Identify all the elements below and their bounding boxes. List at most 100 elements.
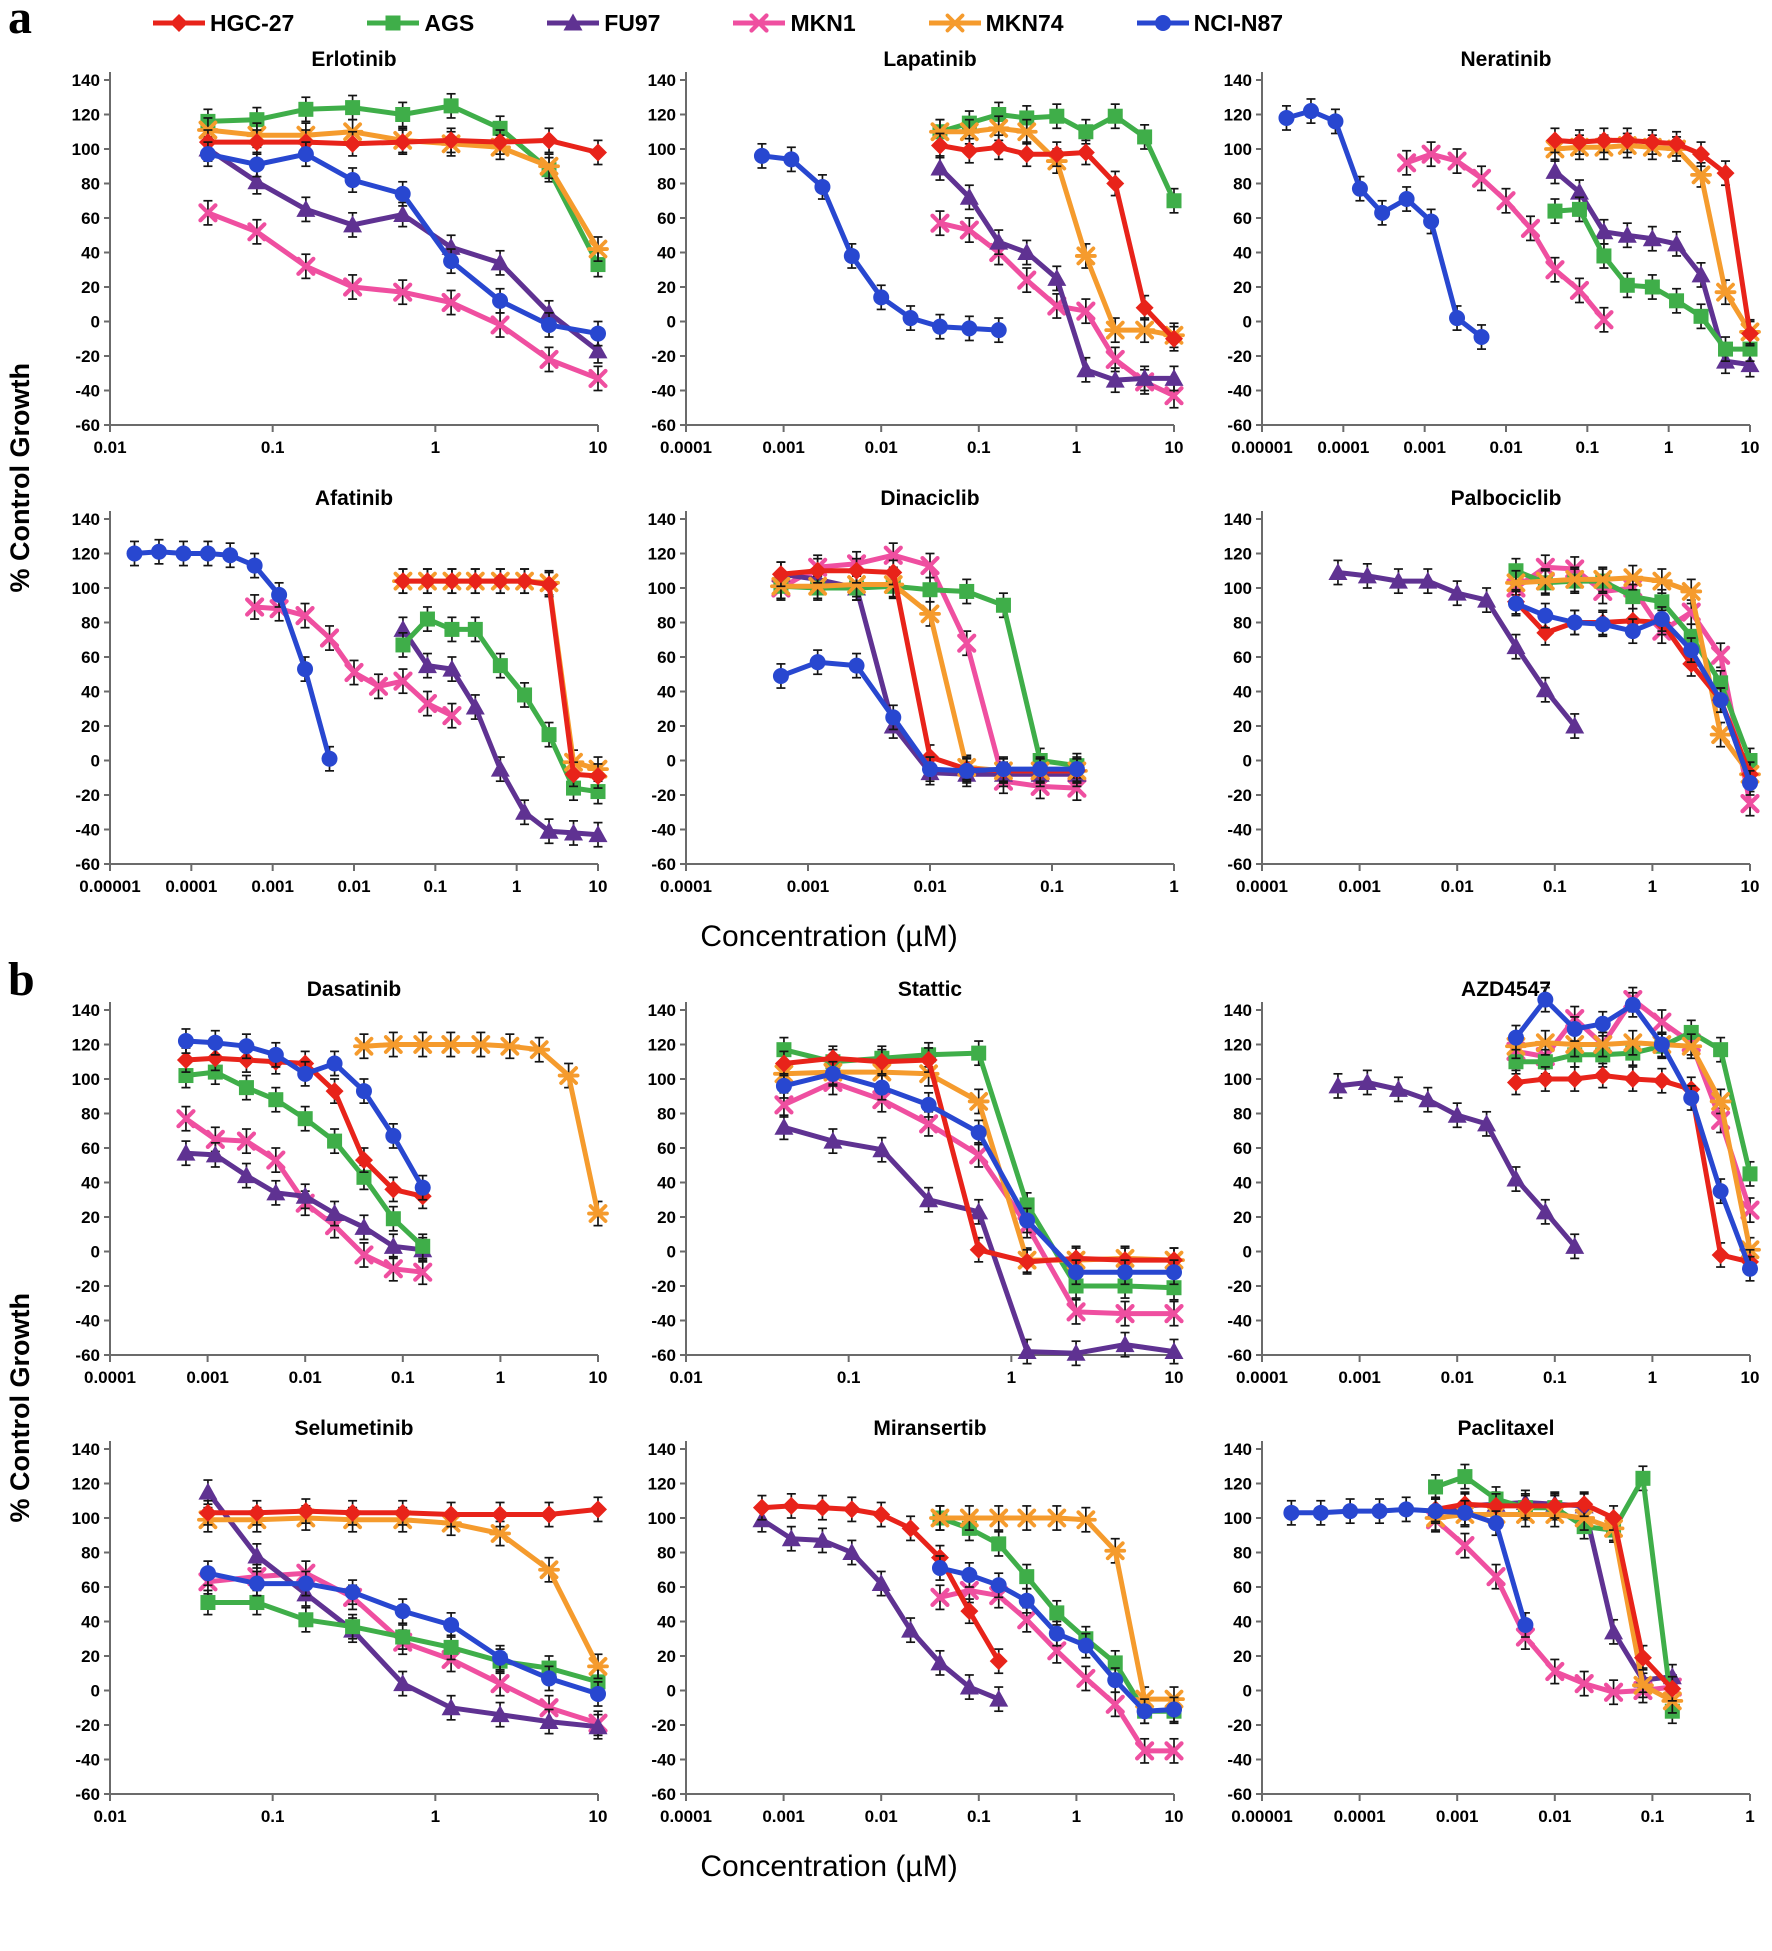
svg-text:20: 20: [1233, 278, 1252, 297]
series-ags: [178, 1059, 431, 1260]
series-nci-n87: [199, 141, 606, 347]
svg-text:0: 0: [1243, 1682, 1252, 1701]
svg-text:-60: -60: [75, 416, 100, 435]
svg-text:-40: -40: [1227, 382, 1252, 401]
svg-text:-20: -20: [75, 1716, 100, 1735]
series-hgc-27: [1545, 127, 1759, 347]
svg-text:0.01: 0.01: [1489, 438, 1522, 457]
svg-text:0.00001: 0.00001: [1231, 438, 1292, 457]
chart-lapatinib: Lapatinib 140 120 100 80 60 40 20 0 -20 -40 -60 0.00…: [648, 48, 1185, 457]
svg-text:0.1: 0.1: [424, 877, 448, 896]
svg-text:1: 1: [431, 438, 440, 457]
svg-text:0.1: 0.1: [967, 438, 991, 457]
legend-item-mkn1: MKN1: [730, 10, 856, 37]
svg-text:140: 140: [648, 1440, 676, 1459]
legend-label: NCI-N87: [1193, 9, 1284, 36]
svg-text:-40: -40: [75, 1751, 100, 1770]
svg-text:60: 60: [657, 209, 676, 228]
series-ags: [1547, 196, 1758, 363]
series-mkn1: [245, 594, 462, 729]
chart-erlotinib: Erlotinib 140 120 100 80 60 40 20 0 -20 -40 -60 0.01…: [72, 48, 609, 457]
svg-text:-40: -40: [651, 1751, 676, 1770]
legend-item-fu97: FU97: [544, 10, 660, 37]
chart-neratinib: Neratinib 140 120 100 80 60 40 20 0 -20 -40 -60 0.00…: [1224, 48, 1761, 457]
legend-item-nci-n87: NCI-N87: [1134, 10, 1283, 37]
svg-text:-20: -20: [1227, 1716, 1252, 1735]
svg-text:40: 40: [1233, 683, 1252, 702]
svg-text:0.1: 0.1: [261, 438, 285, 457]
svg-text:80: 80: [81, 1105, 100, 1124]
svg-text:40: 40: [657, 683, 676, 702]
svg-text:0.01: 0.01: [1441, 1368, 1474, 1387]
series-hgc-27: [198, 1496, 607, 1528]
svg-text:0.0001: 0.0001: [660, 1807, 712, 1826]
svg-text:-20: -20: [1227, 1277, 1252, 1296]
svg-text:140: 140: [1224, 1440, 1252, 1459]
svg-text:-40: -40: [651, 821, 676, 840]
chart-paclitaxel: Paclitaxel 140 120 100 80 60 40 20 0 -20 -40 -60 0.0…: [1224, 1417, 1755, 1826]
svg-text:140: 140: [1224, 510, 1252, 529]
svg-text:100: 100: [1224, 140, 1252, 159]
svg-text:0.1: 0.1: [967, 1807, 991, 1826]
y-axis-label-a: % Control Growth: [4, 363, 35, 593]
svg-text:Stattic: Stattic: [898, 978, 963, 1001]
svg-text:40: 40: [657, 244, 676, 263]
series-nci-n87: [126, 538, 338, 772]
svg-text:40: 40: [1233, 244, 1252, 263]
svg-text:60: 60: [657, 1139, 676, 1158]
svg-text:120: 120: [1224, 1036, 1252, 1055]
svg-text:140: 140: [72, 1001, 100, 1020]
svg-text:0: 0: [91, 1243, 100, 1262]
fu97-triangle-marker-icon: [547, 13, 600, 31]
svg-text:140: 140: [648, 510, 676, 529]
legend: HGC-27 AGS FU97 MKN1 MKN74 NCI-N87: [46, 0, 1772, 46]
series-nci-n87: [1283, 1496, 1534, 1638]
mkn74-asterisk-marker-icon: [928, 13, 981, 33]
svg-text:60: 60: [657, 648, 676, 667]
svg-text:0.1: 0.1: [261, 1807, 285, 1826]
series-nci-n87: [177, 1028, 431, 1201]
svg-text:-20: -20: [651, 1277, 676, 1296]
svg-text:40: 40: [81, 1174, 100, 1193]
svg-text:-60: -60: [75, 1346, 100, 1365]
svg-text:-20: -20: [651, 1716, 676, 1735]
svg-text:0.01: 0.01: [1441, 877, 1474, 896]
svg-text:20: 20: [657, 278, 676, 297]
svg-text:-60: -60: [651, 416, 676, 435]
svg-text:60: 60: [1233, 1578, 1252, 1597]
series-hgc-27: [1426, 1491, 1682, 1702]
svg-text:0: 0: [667, 752, 676, 771]
chart-azd4547: AZD4547 140 120 100 80 60 40 20 0 -20 -40 -60 0.0001…: [1224, 978, 1761, 1387]
svg-text:-60: -60: [75, 855, 100, 874]
svg-text:0.0001: 0.0001: [660, 438, 712, 457]
svg-text:20: 20: [81, 717, 100, 736]
svg-text:10: 10: [1741, 877, 1760, 896]
svg-text:1: 1: [1745, 1807, 1754, 1826]
svg-text:-60: -60: [651, 855, 676, 874]
svg-text:40: 40: [1233, 1613, 1252, 1632]
svg-text:120: 120: [648, 1475, 676, 1494]
svg-text:Dinaciclib: Dinaciclib: [880, 487, 979, 510]
svg-text:-40: -40: [75, 382, 100, 401]
panel-a-label: a: [8, 0, 32, 44]
svg-text:0: 0: [91, 313, 100, 332]
svg-text:0.01: 0.01: [93, 438, 126, 457]
svg-text:120: 120: [648, 1036, 676, 1055]
svg-text:100: 100: [72, 579, 100, 598]
svg-text:100: 100: [72, 1509, 100, 1528]
svg-text:120: 120: [72, 106, 100, 125]
svg-text:-60: -60: [1227, 1346, 1252, 1365]
svg-text:AZD4547: AZD4547: [1461, 978, 1551, 1001]
series-fu97: [1328, 559, 1585, 739]
series-nci-n87: [772, 649, 1085, 784]
y-axis-label-a-wrap: % Control Growth: [0, 46, 40, 910]
svg-text:1: 1: [431, 1807, 440, 1826]
svg-text:0.001: 0.001: [1403, 438, 1446, 457]
svg-text:80: 80: [657, 614, 676, 633]
svg-text:0.1: 0.1: [1576, 438, 1600, 457]
svg-text:20: 20: [1233, 1208, 1252, 1227]
svg-text:0: 0: [1243, 313, 1252, 332]
svg-text:Erlotinib: Erlotinib: [311, 48, 396, 71]
svg-text:0.0001: 0.0001: [1236, 1368, 1288, 1387]
svg-text:60: 60: [1233, 1139, 1252, 1158]
